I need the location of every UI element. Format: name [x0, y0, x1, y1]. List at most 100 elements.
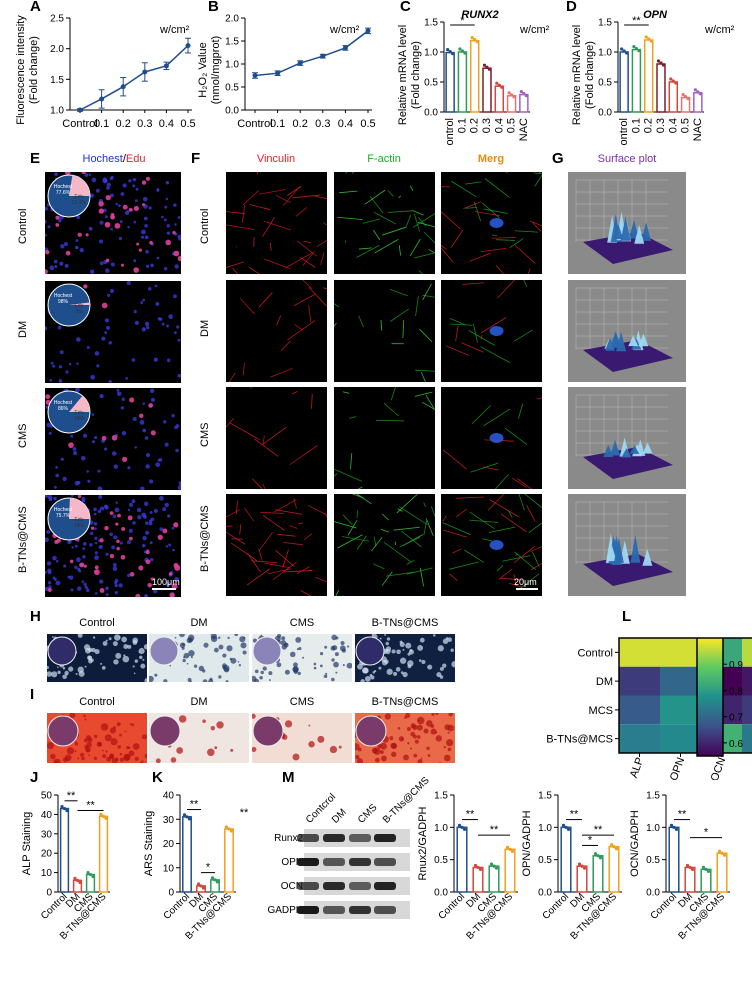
i-stain-speck [83, 738, 88, 743]
colorbar-tick-label: 0.6 [729, 739, 743, 750]
a-xtick-label: 0.5 [180, 118, 195, 130]
e-edu-cell [135, 593, 141, 597]
h-col-label: CMS [289, 617, 315, 629]
d-dot [696, 90, 700, 94]
i-stain-speck [284, 720, 293, 728]
h-stain-speck [190, 656, 193, 659]
e-nucleus [144, 501, 149, 507]
f-fiber [445, 345, 469, 356]
h-stain-speck [132, 665, 135, 668]
e-nucleus [54, 264, 58, 268]
m1-chart-dot [460, 825, 464, 829]
m1-chart-ylabel: Rnux2/GADPH [417, 806, 429, 880]
e-nucleus [127, 573, 131, 578]
e-nucleus [55, 473, 60, 478]
e-nucleus [55, 559, 59, 563]
e-edu-cell [173, 522, 179, 528]
wb-band [374, 858, 396, 866]
f-fiber [498, 568, 513, 580]
h-stain-speck [331, 634, 337, 641]
h-stain-speck [142, 658, 145, 661]
f-fiber [482, 538, 493, 542]
f-fiber [350, 453, 353, 470]
h-stain-speck [121, 636, 128, 643]
f-fiber [356, 535, 367, 550]
m2-chart-ytick-label: 1.0 [538, 823, 552, 834]
e-nucleus [177, 338, 181, 342]
e-nucleus [84, 585, 88, 590]
e-nucleus [106, 186, 110, 190]
f-fiber [352, 172, 354, 174]
e-nucleus [55, 466, 59, 469]
f-nucleus [489, 540, 504, 550]
f-fiber [320, 252, 325, 266]
e-edu-cell [45, 269, 48, 274]
f-fiber [455, 508, 468, 518]
wb-protein-label: OPN [281, 857, 303, 868]
c-dot [524, 94, 528, 98]
m1-chart-dot [510, 849, 515, 853]
c-dot [507, 91, 511, 95]
colorbar-tick-label: 0.8 [729, 686, 743, 697]
e-nucleus [80, 456, 86, 461]
i-stain-speck [119, 752, 123, 756]
i-stain-speck [77, 757, 80, 760]
e-nucleus [148, 206, 152, 210]
h-stain-speck [259, 675, 263, 680]
h-stain-speck [108, 637, 112, 641]
m2-chart-sig-label: ** [594, 824, 603, 836]
c-dot [470, 36, 474, 40]
m1-chart-dot [489, 862, 494, 866]
f-fiber [425, 518, 434, 536]
e-nucleus [164, 205, 168, 209]
k-chart-dot [187, 817, 192, 821]
e-nucleus [121, 431, 127, 436]
f-fiber [324, 512, 327, 518]
e-nucleus [174, 576, 179, 582]
k-chart-bar [182, 816, 192, 893]
panel-label-e: E [30, 150, 41, 167]
e-nucleus [60, 244, 65, 249]
i-stain-speck [409, 747, 412, 750]
f-row-label: CMS [199, 422, 211, 447]
h-stain-speck [332, 645, 338, 651]
i-stain-speck [106, 756, 111, 762]
i-stain-speck [416, 724, 423, 731]
f-fiber [441, 244, 447, 250]
h-stain-speck [399, 657, 407, 664]
e-nucleus [89, 269, 95, 274]
panel-label-i: I [30, 686, 35, 703]
h-stain-speck [298, 646, 302, 651]
m1-chart-dot [462, 827, 467, 831]
e-edu-cell [90, 526, 95, 530]
d-xtick-label: 0.4 [667, 118, 679, 133]
e-nucleus [47, 581, 52, 585]
l-heatmap-cell [742, 724, 752, 753]
f-fiber [524, 494, 542, 509]
f-fiber [488, 526, 516, 533]
unit-label-b: w/cm² [329, 24, 360, 36]
f-fiber [536, 397, 542, 400]
h-stain-speck [123, 644, 129, 649]
g-peak [634, 224, 645, 244]
i-stain-speck [389, 736, 394, 741]
e-edu-cell [165, 239, 172, 246]
c-dot [448, 50, 452, 54]
i-stain-speck [110, 738, 118, 746]
f-fiber [450, 323, 473, 326]
e-edu-cell [162, 528, 168, 534]
d-bar [619, 51, 629, 113]
m3-chart-dot [720, 851, 724, 855]
e-nucleus [53, 496, 57, 501]
wb-band [374, 834, 396, 842]
j-chart-dot [60, 804, 64, 809]
c-xtick-label: 0.2 [469, 118, 481, 133]
f-fiber [461, 342, 484, 353]
f-micrograph [226, 387, 327, 489]
h-stain-speck [188, 650, 195, 657]
h-stain-speck [101, 666, 106, 670]
f-fiber [529, 546, 542, 553]
i-stain-speck [74, 750, 77, 753]
b-point [342, 45, 348, 51]
e-edu-cell [177, 255, 181, 262]
